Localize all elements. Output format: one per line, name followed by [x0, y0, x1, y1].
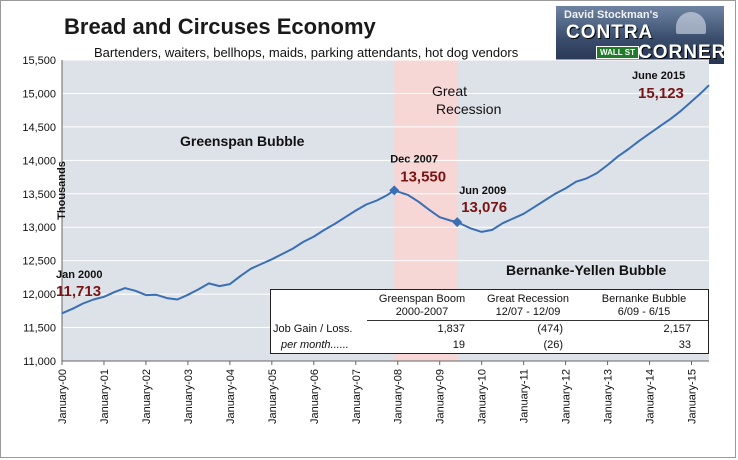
annotation-date-label: Jan 2000 [56, 269, 102, 281]
x-tick-label: January-06 [309, 369, 321, 424]
x-tick-label: January-05 [267, 369, 279, 424]
chart-subtitle: Bartenders, waiters, bellhops, maids, pa… [94, 45, 519, 60]
table-row-label-1: Job Gain / Loss. [273, 323, 353, 335]
table-header-col-2-line-2: 12/07 - 12/09 [495, 306, 561, 318]
marker-date-label: Jun 2009 [459, 185, 506, 197]
x-tick-label: January-11 [519, 369, 531, 423]
logo-line-2: CONTRA [566, 22, 654, 43]
y-tick-label: 15,000 [22, 88, 56, 100]
logo-line-1: David Stockman's [564, 9, 659, 21]
diamond-marker [452, 217, 463, 228]
y-axis-label: Thousands [56, 161, 68, 220]
summary-table: Greenspan Boom 2000-2007 Great Recession… [270, 289, 709, 354]
y-tick-label: 13,000 [22, 222, 56, 234]
y-tick-label: 11,000 [23, 356, 56, 368]
x-tick-label: January-00 [57, 369, 69, 424]
table-cell-r1-c3: 2,157 [663, 323, 691, 335]
y-tick-label: 12,000 [22, 289, 56, 301]
x-tick-label: January-10 [477, 369, 489, 424]
great-recession-label: Great Recession [432, 83, 501, 117]
y-tick-label: 14,000 [22, 155, 56, 167]
annotation-date-label: June 2015 [632, 70, 685, 82]
marker-date-label: Dec 2007 [390, 153, 438, 165]
annotation-value-label: 11,713 [56, 283, 101, 300]
y-tick-label: 11,500 [23, 323, 56, 335]
capitol-dome-icon [676, 12, 706, 34]
x-tick-label: January-12 [561, 369, 573, 424]
table-cell-r2-c3: 33 [678, 339, 691, 351]
table-cell-r1-c1: 1,837 [437, 323, 465, 335]
y-tick-label: 12,500 [22, 256, 56, 268]
y-tick-label: 14,500 [22, 122, 56, 134]
marker-value-label: 13,550 [400, 168, 446, 185]
x-tick-label: January-07 [351, 369, 363, 424]
contra-corner-logo: David Stockman's CONTRA WALL ST CORNER [556, 6, 724, 64]
x-tick-label: January-15 [687, 369, 699, 424]
x-tick-label: January-01 [99, 369, 111, 424]
table-header-col-2: Great Recession 12/07 - 12/09 [473, 293, 583, 319]
series-line [61, 84, 710, 315]
x-tick-label: January-13 [603, 369, 615, 424]
table-row-label-2: per month...... [281, 339, 349, 351]
diamond-marker [389, 185, 400, 196]
table-cell-r2-c1: 19 [452, 339, 465, 351]
table-header-col-1-line-2: 2000-2007 [395, 306, 449, 318]
table-header-col-1-line-1: Greenspan Boom [378, 293, 466, 305]
x-tick-label: January-02 [141, 369, 153, 424]
x-tick-label: January-03 [183, 369, 195, 424]
table-header-col-1: Greenspan Boom 2000-2007 [367, 293, 477, 319]
table-cell-r1-c2: (474) [537, 323, 563, 335]
table-header-col-3-line-2: 6/09 - 6/15 [617, 306, 671, 318]
y-tick-label: 13,500 [22, 189, 56, 201]
marker-value-label: 13,076 [461, 199, 507, 216]
bernanke-yellen-bubble-label: Bernanke-Yellen Bubble [506, 262, 666, 278]
table-header-col-3-line-1: Bernanke Bubble [601, 293, 687, 305]
chart-title: Bread and Circuses Economy [64, 14, 376, 39]
table-header-col-2-line-1: Great Recession [487, 293, 569, 305]
x-tick-label: January-09 [435, 369, 447, 424]
x-tick-label: January-14 [645, 369, 657, 424]
x-tick-label: January-04 [225, 369, 237, 424]
table-header-rule [367, 320, 708, 321]
annotation-value-label: 15,123 [638, 85, 684, 102]
greenspan-bubble-label: Greenspan Bubble [180, 133, 305, 149]
logo-line-3: CORNER [638, 42, 724, 63]
x-tick-label: January-08 [393, 369, 405, 424]
y-tick-label: 15,500 [22, 55, 56, 67]
table-cell-r2-c2: (26) [543, 339, 563, 351]
table-header-col-3: Bernanke Bubble 6/09 - 6/15 [585, 293, 703, 319]
wall-street-sign-icon: WALL ST [596, 46, 639, 59]
